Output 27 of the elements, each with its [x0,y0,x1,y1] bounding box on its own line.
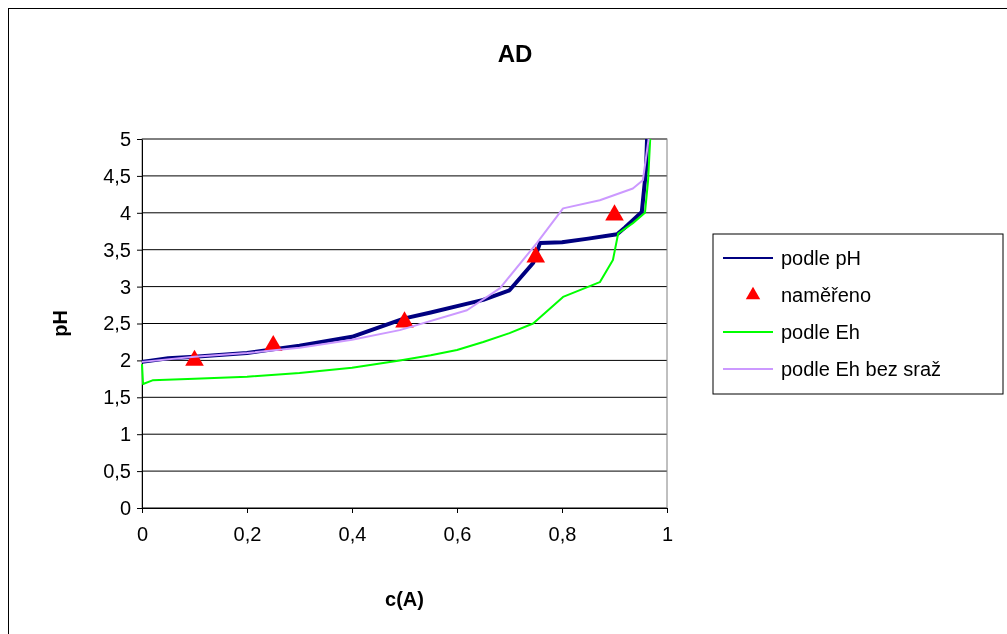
x-tick-label: 0,4 [338,523,367,546]
y-tick-label: 2 [119,349,131,372]
chart-title: AD [497,40,533,67]
x-tick-label: 1 [661,523,674,546]
y-tick-label: 1,5 [103,386,131,409]
x-tick-label: 0,6 [443,523,472,546]
legend-label: podle Eh bez sraž [781,358,942,380]
point [605,204,624,221]
x-tick-label: 0,8 [548,523,577,546]
y-tick-label: 0 [119,496,131,519]
legend-label: podle Eh [781,321,860,343]
x-axis-title: c(A) [385,588,424,610]
y-tick-label: 0,5 [103,460,131,482]
legend-label: podle pH [781,247,862,269]
y-tick-label: 5 [119,127,131,150]
y-tick-label: 4,5 [103,164,131,187]
y-tick-label: 3,5 [103,238,131,261]
y-tick-label: 1 [119,423,131,446]
point [395,311,414,328]
y-tick-label: 3 [119,275,131,298]
x-tick-label: 0 [136,523,149,546]
y-tick-label: 4 [119,201,131,224]
x-tick-label: 0,2 [233,523,262,546]
y-tick-label: 2,5 [103,312,131,335]
y-axis-title: pH [49,310,71,337]
point [526,246,546,263]
legend-label: naměřeno [781,284,872,306]
